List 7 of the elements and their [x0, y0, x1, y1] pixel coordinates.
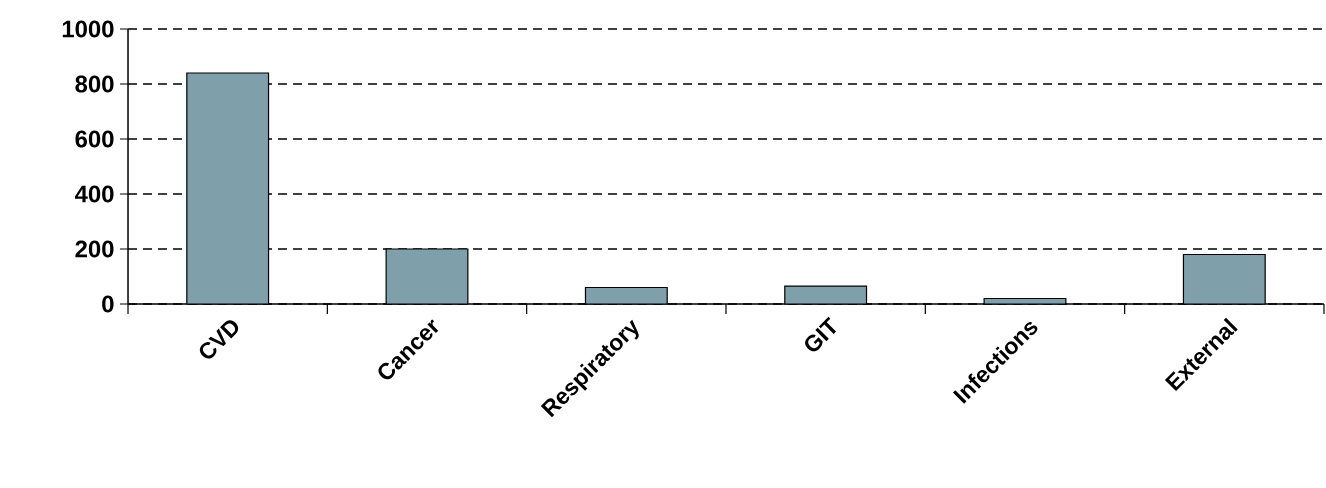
- x-tick-label: GIT: [805, 316, 837, 352]
- y-tick-label: 600: [75, 130, 114, 148]
- y-tick-label: 800: [75, 75, 114, 93]
- y-tick-label: 400: [74, 185, 114, 203]
- y-tick-label: 0: [102, 295, 114, 313]
- y-tick-label: 1000: [62, 20, 114, 38]
- y-tick-label: 200: [75, 240, 114, 258]
